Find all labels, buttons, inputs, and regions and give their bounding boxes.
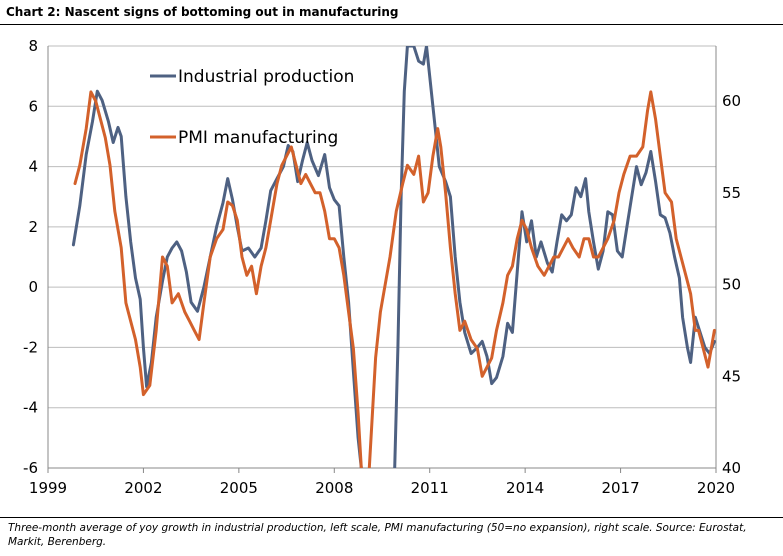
y-left-tick-label: 4 xyxy=(28,158,38,176)
footnote: Three-month average of yoy growth in ind… xyxy=(8,522,747,548)
y-left-tick-label: 0 xyxy=(28,278,38,296)
y-left-tick-label: 6 xyxy=(28,97,38,115)
industrial-production-line-seg-0 xyxy=(71,89,363,468)
y-right-tick-label: 55 xyxy=(722,184,741,202)
y-right-tick-label: 45 xyxy=(722,367,741,385)
x-tick-label: 2014 xyxy=(506,479,544,497)
legend-label-1: PMI manufacturing xyxy=(178,128,338,148)
pmi-manufacturing-line-seg-1 xyxy=(367,90,716,468)
x-tick-label: 2017 xyxy=(601,479,639,497)
x-tick-label: 2008 xyxy=(315,479,353,497)
y-left-tick-label: 8 xyxy=(28,37,38,55)
x-tick-label: 2020 xyxy=(697,479,735,497)
y-right-tick-label: 40 xyxy=(722,459,741,477)
bottom-rule xyxy=(0,517,783,518)
y-right-tick-label: 60 xyxy=(722,92,741,110)
chart-canvas: 8 6 4 2 0 -2 -4 -6 60 55 50 45 40 1999 2002 2005 2008 201… xyxy=(23,37,741,497)
chart-title: Chart 2: Nascent signs of bottoming out … xyxy=(6,5,399,19)
x-tick-label: 2011 xyxy=(411,479,449,497)
title-rule xyxy=(0,24,783,25)
y-left-tick-label: 2 xyxy=(28,218,38,236)
legend-label-0: Industrial production xyxy=(178,67,354,87)
x-tick-label: 2002 xyxy=(124,479,162,497)
y-left-tick-label: -4 xyxy=(23,399,38,417)
industrial-production-line-seg-1 xyxy=(393,46,716,468)
y-right-tick-label: 50 xyxy=(722,276,741,294)
x-tick-label: 2005 xyxy=(220,479,258,497)
y-left-tick-label: -2 xyxy=(23,338,38,356)
x-tick-label: 1999 xyxy=(29,479,67,497)
y-left-tick-label: -6 xyxy=(23,459,38,477)
pmi-manufacturing-line-seg-0 xyxy=(73,90,363,468)
